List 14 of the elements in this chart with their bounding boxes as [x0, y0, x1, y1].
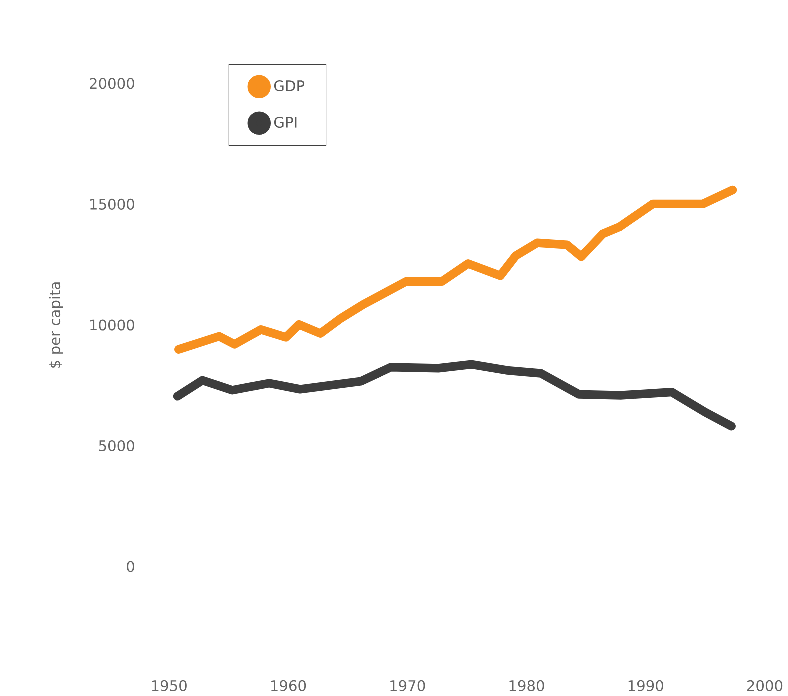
x-tick-label: 2000: [747, 680, 783, 692]
legend-label: GDP: [274, 80, 305, 92]
y-tick-label: 10000: [90, 320, 134, 331]
y-tick-label: 0: [127, 561, 134, 572]
y-tick-label: 5000: [99, 440, 134, 452]
x-tick-label: 1990: [628, 680, 664, 692]
y-tick-label: 20000: [90, 78, 134, 90]
x-tick-label: 1980: [510, 680, 544, 692]
legend-label: GPI: [274, 117, 297, 128]
y-tick-label: 15000: [90, 199, 134, 210]
x-tick-label: 1960: [271, 680, 306, 692]
x-tick-label: 1970: [390, 680, 426, 692]
x-tick-label: 1950: [152, 680, 187, 692]
y-axis-title: $ per capita: [49, 282, 64, 368]
